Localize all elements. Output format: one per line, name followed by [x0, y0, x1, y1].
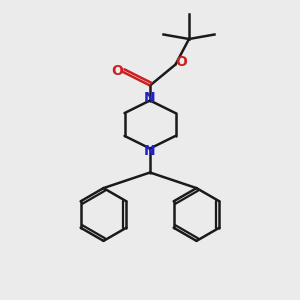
Text: O: O: [112, 64, 124, 77]
Text: N: N: [144, 144, 156, 158]
Text: N: N: [144, 91, 156, 105]
Text: O: O: [175, 55, 187, 68]
